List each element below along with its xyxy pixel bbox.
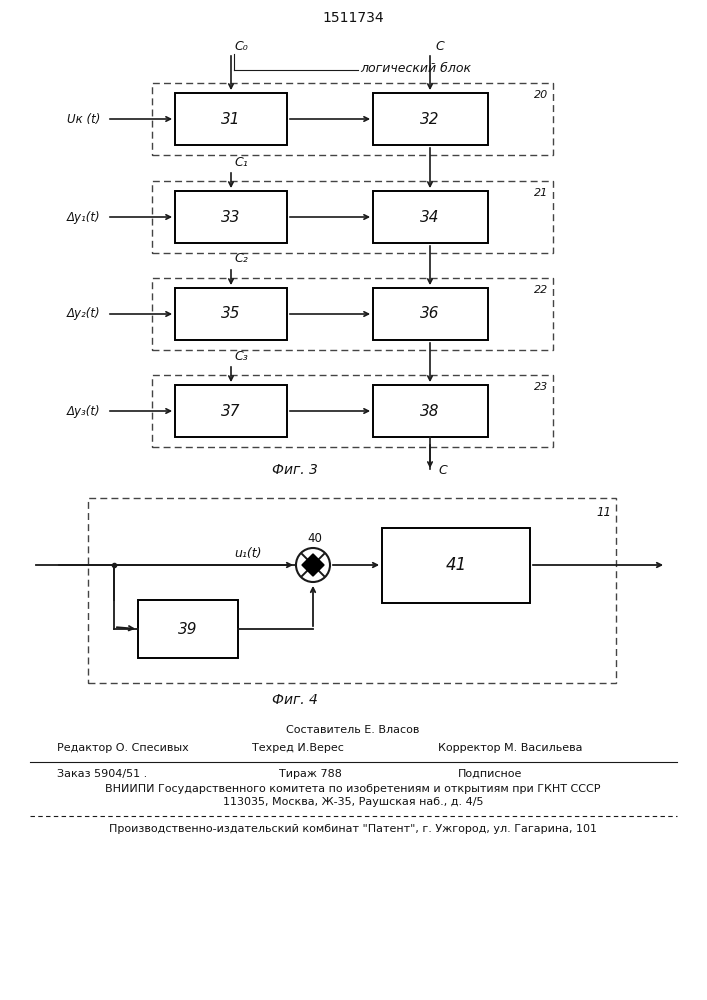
Text: 20: 20 — [534, 90, 548, 100]
Text: C₃: C₃ — [234, 350, 247, 362]
Text: C₁: C₁ — [234, 155, 247, 168]
Text: Составитель Е. Власов: Составитель Е. Власов — [286, 725, 420, 735]
Text: C₀: C₀ — [234, 39, 247, 52]
Text: ВНИИПИ Государственного комитета по изобретениям и открытиям при ГКНТ СССР: ВНИИПИ Государственного комитета по изоб… — [105, 784, 601, 794]
Bar — [175, 385, 287, 437]
Text: Заказ 5904/51 .: Заказ 5904/51 . — [57, 769, 147, 779]
Text: 21: 21 — [534, 188, 548, 198]
Bar — [382, 528, 530, 603]
Bar — [373, 93, 488, 145]
Bar — [373, 385, 488, 437]
Text: Δy₂(t): Δy₂(t) — [66, 308, 100, 320]
Text: Корректор М. Васильева: Корректор М. Васильева — [438, 743, 583, 753]
Text: логический блок: логический блок — [360, 62, 471, 75]
Text: 11: 11 — [596, 506, 611, 519]
Text: 36: 36 — [420, 306, 440, 322]
Text: 40: 40 — [308, 532, 322, 546]
Bar — [175, 288, 287, 340]
Text: Uк (t): Uк (t) — [66, 112, 100, 125]
Text: 32: 32 — [420, 111, 440, 126]
Text: 35: 35 — [221, 306, 241, 322]
Bar — [175, 191, 287, 243]
Text: 22: 22 — [534, 285, 548, 295]
Bar — [152, 278, 553, 350]
Polygon shape — [302, 554, 324, 576]
Text: Δy₁(t): Δy₁(t) — [66, 211, 100, 224]
Text: C₂: C₂ — [234, 252, 247, 265]
Bar — [373, 191, 488, 243]
Bar — [152, 181, 553, 253]
Text: 1511734: 1511734 — [322, 11, 384, 25]
Text: 38: 38 — [420, 403, 440, 418]
Text: 31: 31 — [221, 111, 241, 126]
Text: Техред И.Верес: Техред И.Верес — [252, 743, 344, 753]
Text: Фиг. 4: Фиг. 4 — [272, 693, 318, 707]
Text: 39: 39 — [178, 621, 198, 637]
Text: Редактор О. Спесивых: Редактор О. Спесивых — [57, 743, 189, 753]
Text: Δy₃(t): Δy₃(t) — [66, 404, 100, 418]
Bar — [88, 498, 616, 683]
Text: u₁(t): u₁(t) — [234, 548, 262, 560]
Text: 113035, Москва, Ж-35, Раушская наб., д. 4/5: 113035, Москва, Ж-35, Раушская наб., д. … — [223, 797, 484, 807]
Bar — [138, 600, 238, 658]
Bar — [373, 288, 488, 340]
Bar — [175, 93, 287, 145]
Bar — [152, 375, 553, 447]
Text: C: C — [435, 39, 444, 52]
Text: Подписное: Подписное — [458, 769, 522, 779]
Text: Тираж 788: Тираж 788 — [279, 769, 341, 779]
Text: 34: 34 — [420, 210, 440, 225]
Text: 37: 37 — [221, 403, 241, 418]
Text: 23: 23 — [534, 382, 548, 392]
Bar — [152, 83, 553, 155]
Text: 33: 33 — [221, 210, 241, 225]
Text: C: C — [438, 464, 447, 478]
Text: Производственно-издательский комбинат "Патент", г. Ужгород, ул. Гагарина, 101: Производственно-издательский комбинат "П… — [109, 824, 597, 834]
Text: Фиг. 3: Фиг. 3 — [272, 463, 318, 477]
Text: 41: 41 — [445, 556, 467, 574]
